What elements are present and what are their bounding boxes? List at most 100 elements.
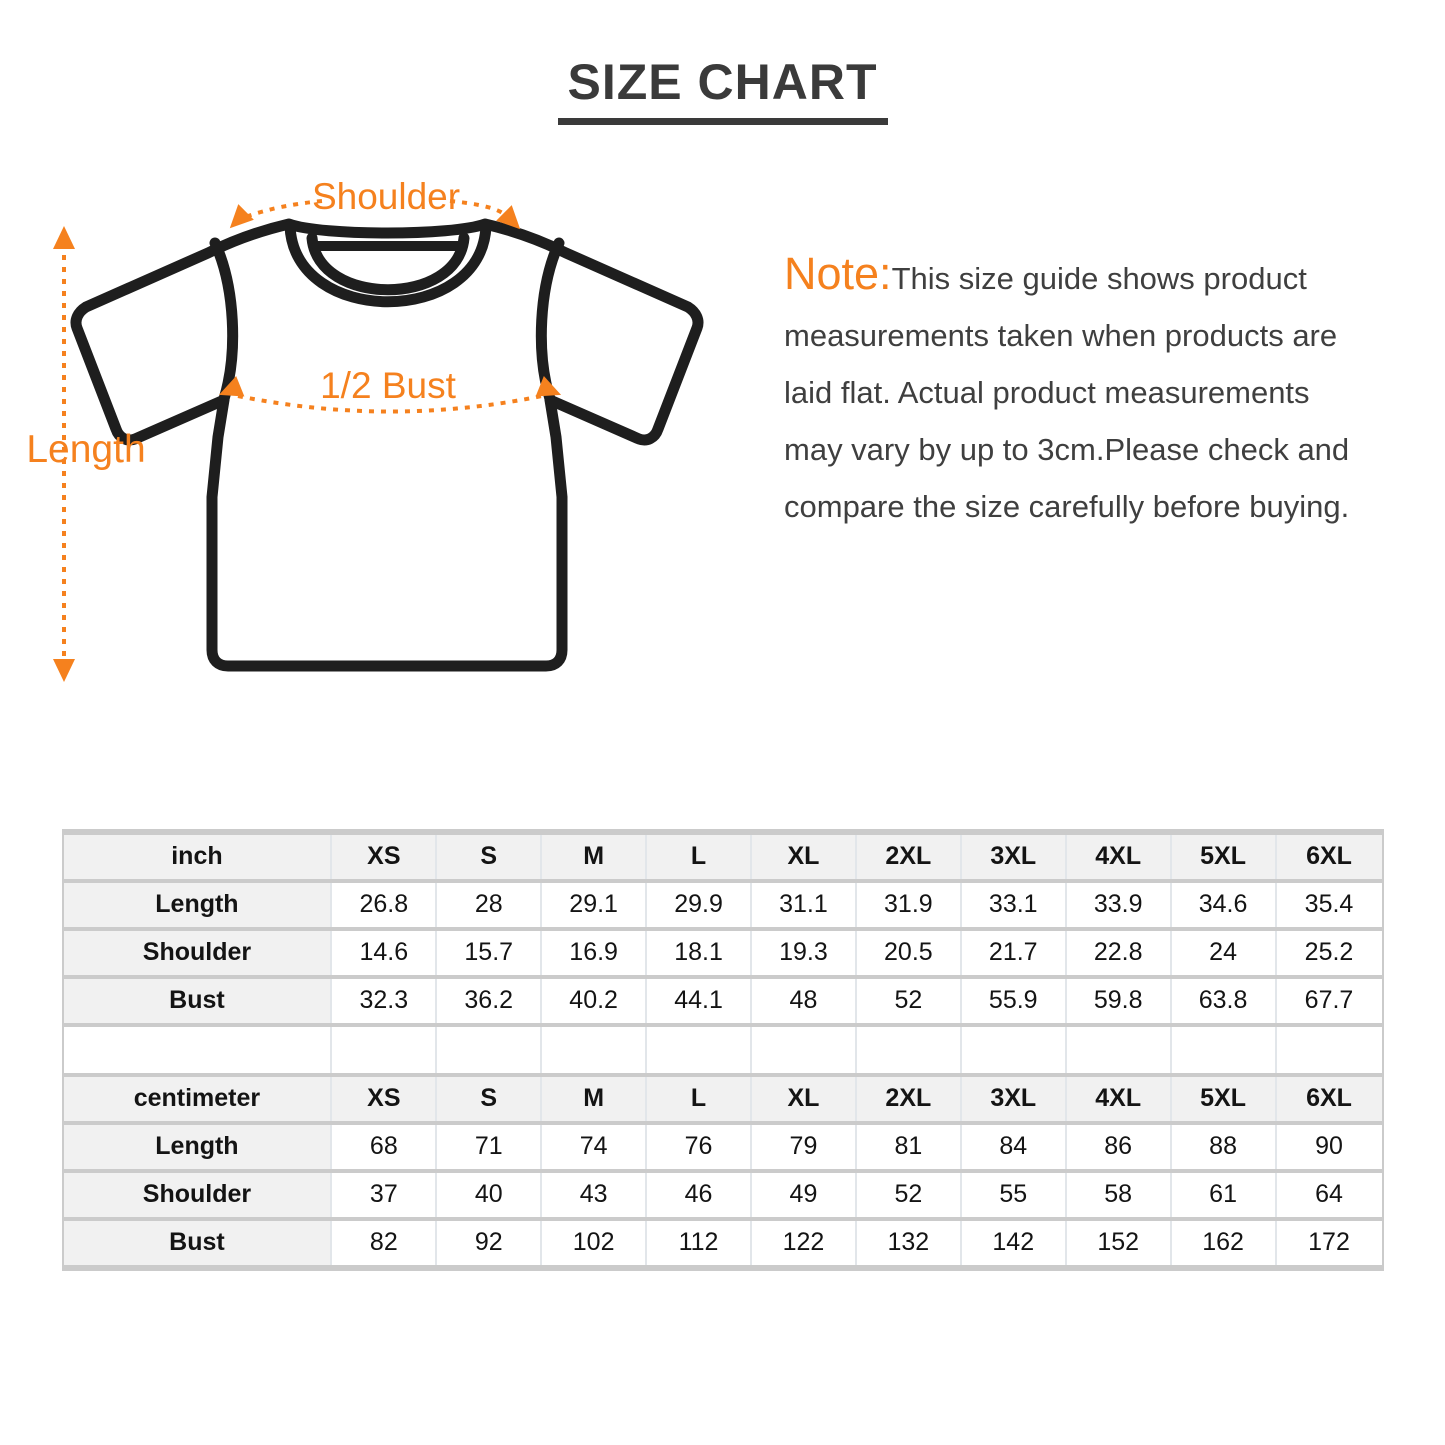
value-cell: 71 <box>437 1124 543 1169</box>
page-title: SIZE CHART <box>557 56 888 125</box>
value-cell: 31.9 <box>856 882 962 927</box>
value-cell: 90 <box>1276 1124 1382 1169</box>
row-label-cell: Bust <box>63 978 333 1023</box>
size-header-row: centimeter XS S M L XL 2XL 3XL 4XL 5XL 6XL <box>63 1076 1382 1121</box>
value-cell: 55.9 <box>961 978 1067 1023</box>
length-arrowhead-bottom-icon <box>53 658 75 682</box>
spacer-cell <box>1066 1026 1172 1073</box>
value-cell: 81 <box>856 1124 962 1169</box>
value-cell: 18.1 <box>647 930 752 975</box>
row-label-cell: Bust <box>63 1220 333 1265</box>
value-cell: 86 <box>1066 1124 1172 1169</box>
length-annotation: Length <box>26 225 146 682</box>
value-cell: 31.1 <box>752 882 857 927</box>
shoulder-annotation: Shoulder <box>229 176 521 229</box>
value-cell: 33.9 <box>1066 882 1172 927</box>
value-cell: 40.2 <box>542 978 648 1023</box>
value-cell: 24 <box>1171 930 1277 975</box>
value-cell: 37 <box>332 1172 438 1217</box>
value-cell: 162 <box>1171 1220 1277 1265</box>
value-cell: 68 <box>332 1124 438 1169</box>
spacer-cell <box>542 1026 648 1073</box>
shoulder-measure-label: Shoulder <box>312 176 460 217</box>
value-cell: 112 <box>647 1220 752 1265</box>
value-cell: 22.8 <box>1066 930 1172 975</box>
value-cell: 16.9 <box>542 930 648 975</box>
size-header-cell: M <box>542 1076 648 1121</box>
value-cell: 25.2 <box>1276 930 1382 975</box>
bust-measure-label: 1/2 Bust <box>320 365 456 406</box>
bust-arrowhead-left-icon <box>218 375 245 396</box>
value-cell: 29.1 <box>542 882 648 927</box>
value-cell: 82 <box>332 1220 438 1265</box>
size-header-cell: 4XL <box>1066 834 1172 879</box>
value-cell: 19.3 <box>752 930 857 975</box>
value-cell: 84 <box>961 1124 1067 1169</box>
measurement-row: Length 68 71 74 76 79 81 84 86 88 90 <box>63 1124 1382 1169</box>
size-header-cell: L <box>647 834 752 879</box>
row-label-cell: Length <box>63 882 333 927</box>
spacer-cell <box>332 1026 438 1073</box>
value-cell: 55 <box>961 1172 1067 1217</box>
value-cell: 67.7 <box>1276 978 1382 1023</box>
value-cell: 52 <box>856 1172 962 1217</box>
row-label-cell: Shoulder <box>63 1172 333 1217</box>
value-cell: 43 <box>542 1172 648 1217</box>
shoulder-arrowhead-right-icon <box>496 204 521 229</box>
size-header-cell: 5XL <box>1171 1076 1277 1121</box>
measurement-row: Bust 32.3 36.2 40.2 44.1 48 52 55.9 59.8 63.8 67.7 <box>63 978 1382 1023</box>
value-cell: 79 <box>752 1124 857 1169</box>
value-cell: 52 <box>856 978 962 1023</box>
value-cell: 122 <box>752 1220 857 1265</box>
measurement-row: Length 26.8 28 29.1 29.9 31.1 31.9 33.1 33.9 34.6… <box>63 882 1382 927</box>
value-cell: 32.3 <box>332 978 438 1023</box>
size-table: inch XS S M L XL 2XL 3XL 4XL 5XL 6XL Length 26.8 28 29… <box>61 828 1384 1271</box>
bust-annotation: 1/2 Bust <box>218 365 562 413</box>
value-cell: 152 <box>1066 1220 1172 1265</box>
value-cell: 142 <box>961 1220 1067 1265</box>
size-header-cell: 6XL <box>1276 834 1382 879</box>
value-cell: 58 <box>1066 1172 1172 1217</box>
measurement-row: Bust 82 92 102 112 122 132 142 152 162 172 <box>63 1220 1382 1265</box>
value-cell: 21.7 <box>961 930 1067 975</box>
value-cell: 33.1 <box>961 882 1067 927</box>
unit-header-cell: inch <box>63 834 333 879</box>
unit-header-cell: centimeter <box>63 1076 333 1121</box>
value-cell: 14.6 <box>332 930 438 975</box>
value-cell: 63.8 <box>1171 978 1277 1023</box>
tshirt-measure-diagram: Shoulder 1/2 Bust <box>22 157 752 717</box>
measurement-row: Shoulder 37 40 43 46 49 52 55 58 61 64 <box>63 1172 1382 1217</box>
size-header-cell: XL <box>752 1076 857 1121</box>
length-arrowhead-top-icon <box>53 225 75 249</box>
spacer-cell <box>961 1026 1067 1073</box>
tshirt-diagram-svg: Shoulder 1/2 Bust <box>26 176 704 682</box>
size-header-cell: 4XL <box>1066 1076 1172 1121</box>
size-header-cell: L <box>647 1076 752 1121</box>
size-header-cell: XS <box>332 1076 438 1121</box>
value-cell: 59.8 <box>1066 978 1172 1023</box>
spacer-row <box>63 1026 1382 1073</box>
measurement-row: Shoulder 14.6 15.7 16.9 18.1 19.3 20.5 21.7 22.8… <box>63 930 1382 975</box>
size-header-cell: XL <box>752 834 857 879</box>
size-header-cell: 3XL <box>961 1076 1067 1121</box>
row-label-cell: Length <box>63 1124 333 1169</box>
size-header-cell: S <box>437 1076 543 1121</box>
note-block: Note:This size guide shows product measu… <box>784 245 1384 535</box>
value-cell: 26.8 <box>332 882 438 927</box>
length-measure-label: Length <box>26 428 145 471</box>
size-header-cell: 2XL <box>856 1076 962 1121</box>
size-header-cell: XS <box>332 834 438 879</box>
page-header: SIZE CHART <box>0 0 1445 125</box>
top-section: Shoulder 1/2 Bust <box>0 157 1445 717</box>
value-cell: 36.2 <box>437 978 543 1023</box>
value-cell: 61 <box>1171 1172 1277 1217</box>
value-cell: 102 <box>542 1220 648 1265</box>
spacer-cell <box>856 1026 962 1073</box>
size-table-body: inch XS S M L XL 2XL 3XL 4XL 5XL 6XL Length 26.8 28 29… <box>63 834 1382 1265</box>
size-header-row: inch XS S M L XL 2XL 3XL 4XL 5XL 6XL <box>63 834 1382 879</box>
size-header-cell: 2XL <box>856 834 962 879</box>
value-cell: 34.6 <box>1171 882 1277 927</box>
value-cell: 46 <box>647 1172 752 1217</box>
size-header-cell: S <box>437 834 543 879</box>
